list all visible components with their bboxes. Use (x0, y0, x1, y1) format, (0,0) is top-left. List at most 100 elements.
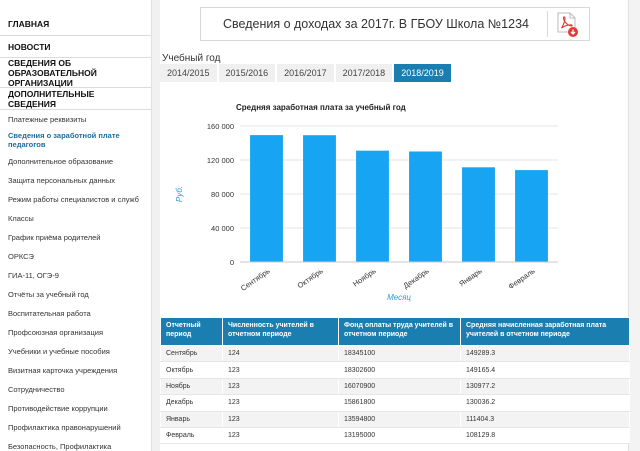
sidebar-item-exams[interactable]: ГИА-11, ОГЭ-9 (0, 266, 151, 285)
tab-2014-2015[interactable]: 2014/2015 (160, 64, 217, 82)
sidebar-item-reports[interactable]: Отчёты за учебный год (0, 285, 151, 304)
sidebar-item-work-schedule[interactable]: Режим работы специалистов и служб (0, 190, 151, 209)
sidebar-item-orkse[interactable]: ОРКСЭ (0, 247, 151, 266)
chart-svg: 0 40 000 80 000 120 000 160 000 Руб. Сентябрь О… (175, 122, 558, 302)
table-row: Декабрь 123 15861800 130036.2 (160, 394, 630, 412)
salary-table: Отчетный период Численность учителей в о… (160, 317, 630, 445)
tab-2016-2017[interactable]: 2016/2017 (277, 64, 334, 82)
table-cell: Ноябрь (160, 377, 223, 396)
sidebar-item-label: ГИА-11, ОГЭ-9 (8, 271, 59, 280)
sidebar-item-label: Защита персональных данных (8, 176, 116, 185)
table-cell: 18302600 (338, 361, 461, 379)
sidebar-item-home[interactable]: ГЛАВНАЯ (0, 12, 151, 36)
sidebar-item-classes[interactable]: Классы (0, 209, 151, 228)
y-tick-label: 160 000 (207, 122, 234, 131)
table-cell: Январь (160, 410, 223, 428)
table-cell: 18345100 (338, 344, 461, 363)
table-row: Октябрь 123 18302600 149165.4 (160, 361, 630, 379)
sidebar-item-label: Дополнительное образование (8, 157, 114, 166)
sidebar-item-label: Воспитательная работа (8, 309, 91, 318)
sidebar-item-label: Режим работы специалистов и служб (8, 195, 139, 204)
chart-bar (250, 135, 283, 262)
scrollbar[interactable] (628, 0, 640, 451)
sidebar-item-offense-prevention[interactable]: Профилактика правонарушений (0, 418, 151, 437)
table-row: Сентябрь 124 18345100 149289.3 (160, 344, 630, 363)
sidebar-item-label: Безопасность, Профилактика (8, 442, 112, 451)
x-tick-label: Февраль (507, 266, 537, 291)
table-cell: Декабрь (160, 394, 223, 412)
chart-bar (409, 151, 442, 262)
sidebar-item-label: Платежные реквизиты (8, 114, 87, 124)
sidebar-item-cooperation[interactable]: Сотрудничество (0, 380, 151, 399)
sidebar-item-label: Сотрудничество (8, 385, 65, 394)
sidebar-item-label: Отчёты за учебный год (8, 290, 89, 299)
sidebar-item-label: ОРКСЭ (8, 252, 34, 261)
x-tick-label: Ноябрь (351, 266, 378, 288)
chart-bar (462, 167, 495, 262)
table-cell: 149289.3 (460, 344, 630, 363)
table-row: Январь 123 13594800 111404.3 (160, 410, 630, 428)
table-cell: 123 (222, 361, 339, 379)
sidebar-item-upbringing[interactable]: Воспитательная работа (0, 304, 151, 323)
table-header-row: Отчетный период Численность учителей в о… (160, 317, 630, 346)
chart-title: Средняя заработная плата за учебный год (236, 103, 406, 112)
sidebar-item-safety[interactable]: Безопасность, Профилактика (0, 437, 151, 451)
sidebar-item-personal-data[interactable]: Защита персональных данных (0, 171, 151, 190)
table-row: Ноябрь 123 16070900 130977.2 (160, 377, 630, 396)
x-axis-label: Месяц (387, 293, 411, 302)
y-axis-label: Руб. (175, 186, 184, 202)
tab-2018-2019[interactable]: 2018/2019 (394, 64, 451, 82)
sidebar-item-org-info[interactable]: СВЕДЕНИЯ ОБ ОБРАЗОВАТЕЛЬНОЙ ОРГАНИЗАЦИИ (0, 58, 151, 88)
sidebar-item-news[interactable]: НОВОСТИ (0, 36, 151, 58)
y-tick-label: 0 (230, 258, 234, 267)
sidebar-item-anti-corruption[interactable]: Противодействие коррупции (0, 399, 151, 418)
sidebar-item-business-card[interactable]: Визитная карточка учреждения (0, 361, 151, 380)
sidebar-item-salary-info[interactable]: Сведения о заработной плате педагогов (0, 128, 151, 152)
table-cell: Февраль (160, 426, 223, 445)
table-cell: 16070900 (338, 377, 461, 396)
tab-2015-2016[interactable]: 2015/2016 (218, 64, 276, 82)
sidebar-item-trade-union[interactable]: Профсоюзная организация (0, 323, 151, 342)
table-cell: 111404.3 (460, 410, 630, 428)
sidebar-item-label: Противодействие коррупции (8, 404, 108, 413)
y-tick-label: 40 000 (211, 224, 234, 233)
chart-bar (303, 135, 336, 262)
sidebar-item-extra-education[interactable]: Дополнительное образование (0, 152, 151, 171)
table-cell: 123 (222, 426, 339, 445)
page-title: Сведения о доходах за 2017г. В ГБОУ Школ… (223, 17, 529, 31)
sidebar-item-label: Профсоюзная организация (8, 328, 104, 337)
sidebar-item-payment-details[interactable]: Платежные реквизиты (0, 110, 151, 128)
table-cell: 15861800 (338, 394, 461, 412)
sidebar-item-label: Визитная карточка учреждения (8, 366, 118, 375)
salary-chart: Средняя заработная плата за учебный год … (160, 96, 628, 306)
column-header: Численность учителей в отчетном периоде (222, 317, 339, 346)
chart-bar (515, 170, 548, 262)
table-cell: 130036.2 (460, 394, 630, 412)
sidebar-item-additional-info[interactable]: ДОПОЛНИТЕЛЬНЫЕ СВЕДЕНИЯ (0, 88, 151, 110)
page-header: Сведения о доходах за 2017г. В ГБОУ Школ… (200, 7, 590, 41)
x-tick-label: Сентябрь (239, 266, 272, 293)
sidebar-item-label: НОВОСТИ (8, 41, 51, 52)
y-tick-label: 80 000 (211, 190, 234, 199)
sidebar-item-parents-schedule[interactable]: График приёма родителей (0, 228, 151, 247)
table-cell: Октябрь (160, 361, 223, 379)
table-cell: 123 (222, 410, 339, 428)
pdf-icon[interactable] (555, 12, 579, 38)
tab-2017-2018[interactable]: 2017/2018 (335, 64, 393, 82)
header-divider (547, 11, 548, 37)
sidebar-item-label: СВЕДЕНИЯ ОБ ОБРАЗОВАТЕЛЬНОЙ ОРГАНИЗАЦИИ (8, 57, 97, 88)
table-cell: 149165.4 (460, 361, 630, 379)
sidebar-item-label: Классы (8, 214, 34, 223)
table-cell: 108129.8 (460, 426, 630, 445)
table-cell: 124 (222, 344, 339, 363)
sidebar: ГЛАВНАЯ НОВОСТИ СВЕДЕНИЯ ОБ ОБРАЗОВАТЕЛЬ… (0, 0, 152, 451)
table-cell: 130977.2 (460, 377, 630, 396)
sidebar-item-textbooks[interactable]: Учебники и учебные пособия (0, 342, 151, 361)
sidebar-item-label: Профилактика правонарушений (8, 423, 121, 432)
sidebar-item-label: Сведения о заработной плате педагогов (8, 131, 120, 149)
x-tick-label: Октябрь (296, 266, 325, 290)
table-cell: Сентябрь (160, 344, 223, 363)
column-header: Фонд оплаты труда учителей в отчетном пе… (338, 317, 461, 346)
chart-bar (356, 150, 389, 262)
x-tick-label: Декабрь (402, 266, 431, 290)
